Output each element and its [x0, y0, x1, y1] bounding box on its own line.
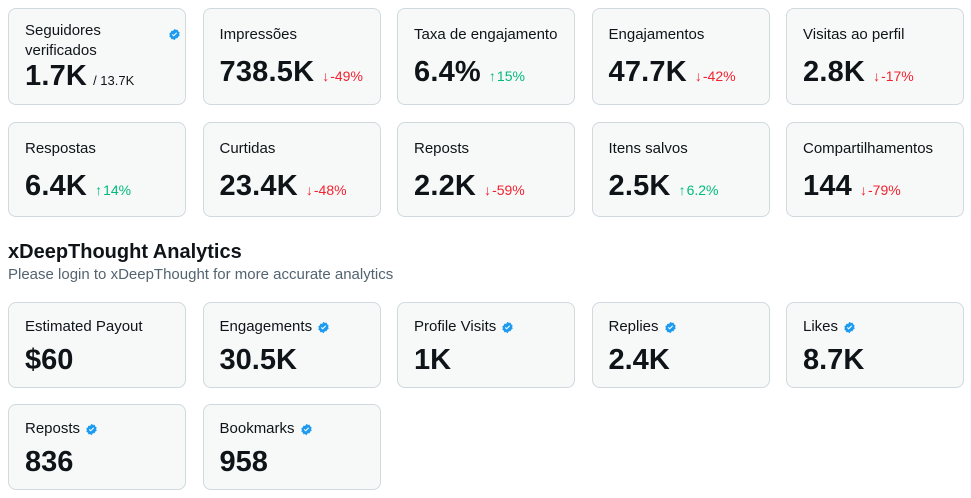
- metric-value: 23.4K ↓-48%: [220, 169, 347, 207]
- metric-card-bookmarks[interactable]: Itens salvos 2.5K ↑6.2%: [591, 122, 770, 217]
- trend-indicator: ↓-48%: [306, 182, 347, 198]
- metric-card-profile-visits[interactable]: Visitas ao perfil 2.8K ↓-17%: [786, 8, 964, 105]
- metric-total: / 13.7K: [93, 73, 135, 88]
- xdeep-row-2: Reposts 836 Bookmarks 958: [8, 404, 964, 490]
- trend-indicator: ↓-42%: [695, 68, 736, 84]
- metric-value: 6.4% ↑15%: [414, 55, 525, 93]
- verified-badge-icon: [86, 423, 97, 435]
- trend-indicator: ↓-17%: [873, 68, 914, 84]
- metric-label: Reposts: [414, 140, 470, 157]
- metric-label: Likes: [803, 317, 856, 337]
- metric-label: Curtidas: [219, 140, 276, 157]
- trend-indicator: ↓-49%: [322, 68, 363, 84]
- metric-label: Replies: [609, 317, 677, 337]
- metric-value: 2.2K ↓-59%: [414, 169, 525, 207]
- metric-value: 2.5K ↑6.2%: [609, 169, 719, 207]
- trend-indicator: ↑14%: [95, 182, 131, 198]
- metric-value: 6.4K ↑14%: [25, 169, 131, 207]
- xdeep-card-payout[interactable]: Estimated Payout $60: [8, 302, 186, 388]
- metric-label: Engagements: [220, 317, 331, 337]
- metric-label: Compartilhamentos: [803, 140, 934, 157]
- section-subtitle: Please login to xDeepThought for more ac…: [8, 266, 394, 283]
- metric-label: Seguidores verificados: [25, 22, 101, 59]
- metric-label: Engajamentos: [608, 26, 705, 43]
- trend-indicator: ↓-79%: [860, 182, 901, 198]
- metric-card-replies[interactable]: Respostas 6.4K ↑14%: [8, 122, 186, 217]
- metrics-row-2: Respostas 6.4K ↑14% Curtidas 23.4K ↓-48% R…: [8, 122, 964, 217]
- arrow-up-icon: ↑: [678, 182, 686, 198]
- metric-card-shares[interactable]: Compartilhamentos 144 ↓-79%: [786, 122, 964, 217]
- xdeep-card-bookmarks[interactable]: Bookmarks 958: [202, 404, 381, 490]
- metric-label: Respostas: [25, 140, 96, 157]
- verified-badge-icon: [300, 423, 312, 435]
- verified-badge-icon: [318, 321, 329, 333]
- metric-label: Reposts: [25, 419, 98, 439]
- metric-value: 1K: [414, 344, 452, 376]
- verified-badge-icon: [844, 321, 855, 333]
- trend-indicator: ↑15%: [489, 68, 525, 84]
- metric-value: 958: [219, 446, 268, 478]
- metric-card-impressions[interactable]: Impressões 738.5K ↓-49%: [202, 8, 381, 105]
- section-title: xDeepThought Analytics: [8, 241, 242, 263]
- metric-card-likes[interactable]: Curtidas 23.4K ↓-48%: [202, 122, 381, 217]
- arrow-up-icon: ↑: [488, 68, 496, 84]
- verified-badge-icon: [502, 321, 513, 333]
- metric-value: 836: [25, 446, 74, 478]
- arrow-down-icon: ↓: [484, 182, 492, 198]
- metric-value: $60: [25, 344, 74, 376]
- metric-label: Estimated Payout: [25, 318, 143, 335]
- arrow-down-icon: ↓: [305, 182, 313, 198]
- arrow-down-icon: ↓: [873, 68, 881, 84]
- xdeep-row-1: Estimated Payout $60 Engagements 30.5K P…: [8, 302, 964, 388]
- xdeep-card-profile-visits[interactable]: Profile Visits 1K: [397, 302, 575, 388]
- metric-value: 2.8K ↓-17%: [803, 55, 914, 93]
- metric-label: Visitas ao perfil: [803, 26, 905, 43]
- metric-card-engagements[interactable]: Engajamentos 47.7K ↓-42%: [591, 8, 770, 105]
- trend-indicator: ↓-59%: [484, 182, 525, 198]
- metric-label: Itens salvos: [608, 140, 688, 157]
- metric-card-reposts[interactable]: Reposts 2.2K ↓-59%: [397, 122, 575, 217]
- metric-card-verified-followers[interactable]: Seguidores verificados 1.7K/ 13.7K: [8, 8, 186, 105]
- xdeep-card-engagements[interactable]: Engagements 30.5K: [202, 302, 381, 388]
- arrow-down-icon: ↓: [322, 68, 330, 84]
- metric-value: 1.7K/ 13.7K: [25, 60, 135, 92]
- metric-value: 2.4K: [608, 344, 670, 376]
- metric-label: Profile Visits: [414, 317, 514, 337]
- xdeep-card-replies[interactable]: Replies 2.4K: [591, 302, 770, 388]
- metric-value: 8.7K: [803, 344, 865, 376]
- verified-badge-icon: [169, 28, 180, 41]
- metric-label: Bookmarks: [220, 419, 313, 439]
- arrow-down-icon: ↓: [694, 68, 702, 84]
- arrow-down-icon: ↓: [860, 182, 867, 198]
- xdeep-card-reposts[interactable]: Reposts 836: [8, 404, 186, 490]
- verified-badge-icon: [664, 321, 676, 333]
- trend-indicator: ↑6.2%: [679, 182, 719, 198]
- metric-card-engagement-rate[interactable]: Taxa de engajamento 6.4% ↑15%: [397, 8, 575, 105]
- metric-value: 30.5K: [219, 344, 297, 376]
- metric-value: 738.5K ↓-49%: [220, 55, 363, 93]
- metric-label: Taxa de engajamento: [414, 26, 558, 43]
- arrow-up-icon: ↑: [95, 182, 103, 198]
- xdeep-card-likes[interactable]: Likes 8.7K: [786, 302, 964, 388]
- metric-value: 144 ↓-79%: [803, 169, 901, 207]
- metric-label: Impressões: [219, 26, 298, 43]
- metric-value: 47.7K ↓-42%: [609, 55, 736, 93]
- metrics-row-1: Seguidores verificados 1.7K/ 13.7K Impre…: [8, 8, 964, 105]
